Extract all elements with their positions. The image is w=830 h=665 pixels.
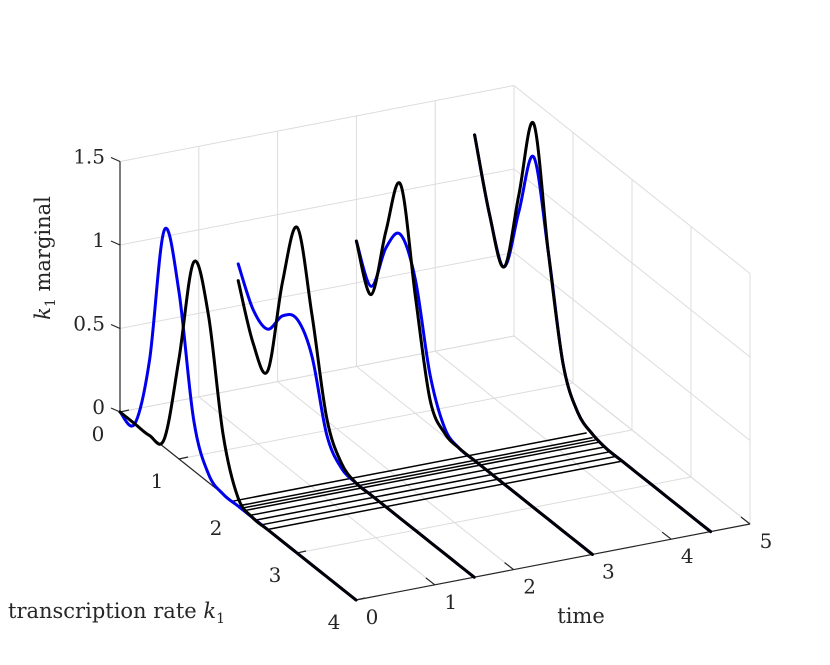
x-tick-label: 5 (760, 529, 773, 553)
baseline-sample-line (249, 446, 605, 517)
back-wall-grid-line-z (119, 85, 515, 162)
y-tick-label: 3 (269, 563, 282, 587)
x-tick-label: 3 (602, 559, 615, 583)
y-axis-title-sub: 1 (216, 611, 225, 627)
z-axis-title-suffix: marginal (31, 196, 55, 298)
baseline-sample-line (255, 450, 611, 521)
z-axis-title-var: k (31, 307, 55, 320)
y-tick-label: 1 (151, 469, 164, 493)
z-tick-label: 0 (92, 395, 105, 419)
z-axis-title: k1 marginal (31, 196, 59, 320)
floor-grid-line-k (178, 382, 574, 460)
side-wall-grid-line-z (513, 168, 751, 358)
y-tick-label: 2 (210, 516, 223, 540)
baseline-sample-line (240, 439, 596, 510)
y-tick-mark (178, 456, 189, 460)
marginal-curve-black (118, 259, 358, 602)
y-tick-label: 4 (328, 610, 341, 634)
x-tick-label: 2 (523, 575, 536, 599)
x-tick-label: 0 (366, 605, 379, 629)
marginal-curve-black (354, 181, 594, 556)
tick-labels: 0 1 2 3 4 5 0 1 2 3 4 0 0.5 1 1.5 (73, 145, 772, 635)
marginal-curve-black (236, 225, 476, 579)
baseline-sample-line (243, 441, 599, 512)
x-axis-title: time (557, 604, 605, 628)
baseline-sample-line (261, 455, 617, 526)
baseline-sample-line (231, 432, 587, 503)
y-tick-mark (355, 597, 366, 601)
baseline-sample-line (237, 436, 593, 507)
x-tick-mark (740, 516, 751, 525)
marginal-curve-blue (473, 133, 713, 534)
back-wall-grid-line-z (119, 168, 515, 246)
marginal-curve-black (473, 120, 713, 534)
x-tick-label: 4 (681, 544, 694, 568)
x-tick-mark (661, 531, 672, 540)
baseline-sample-line (267, 460, 623, 531)
side-wall-grid-line-z (513, 335, 751, 525)
y-tick-label: 0 (92, 422, 105, 446)
side-wall-grid-line-z (513, 85, 751, 274)
z-tick-label: 1.5 (73, 145, 105, 169)
floor-grid-line-k (296, 476, 692, 554)
z-tick-label: 1 (92, 228, 105, 252)
z-tick-label: 0.5 (73, 312, 105, 336)
z-tick-mark (110, 323, 121, 330)
y-axis-title-prefix: transcription rate (8, 599, 203, 623)
x-tick-mark (425, 577, 436, 586)
z-tick-mark (110, 156, 121, 163)
y-axis-title-var: k (203, 599, 216, 623)
marginal-curves (118, 120, 713, 602)
z-tick-mark (110, 407, 121, 413)
z-tick-mark (110, 240, 121, 246)
x-tick-mark (504, 562, 514, 571)
y-axis-title: transcription rate k1 (8, 599, 225, 627)
baseline-samples (231, 432, 623, 531)
x-tick-label: 1 (444, 590, 457, 614)
z-axis-title-sub: 1 (43, 298, 59, 307)
x-axis-line (355, 523, 751, 601)
